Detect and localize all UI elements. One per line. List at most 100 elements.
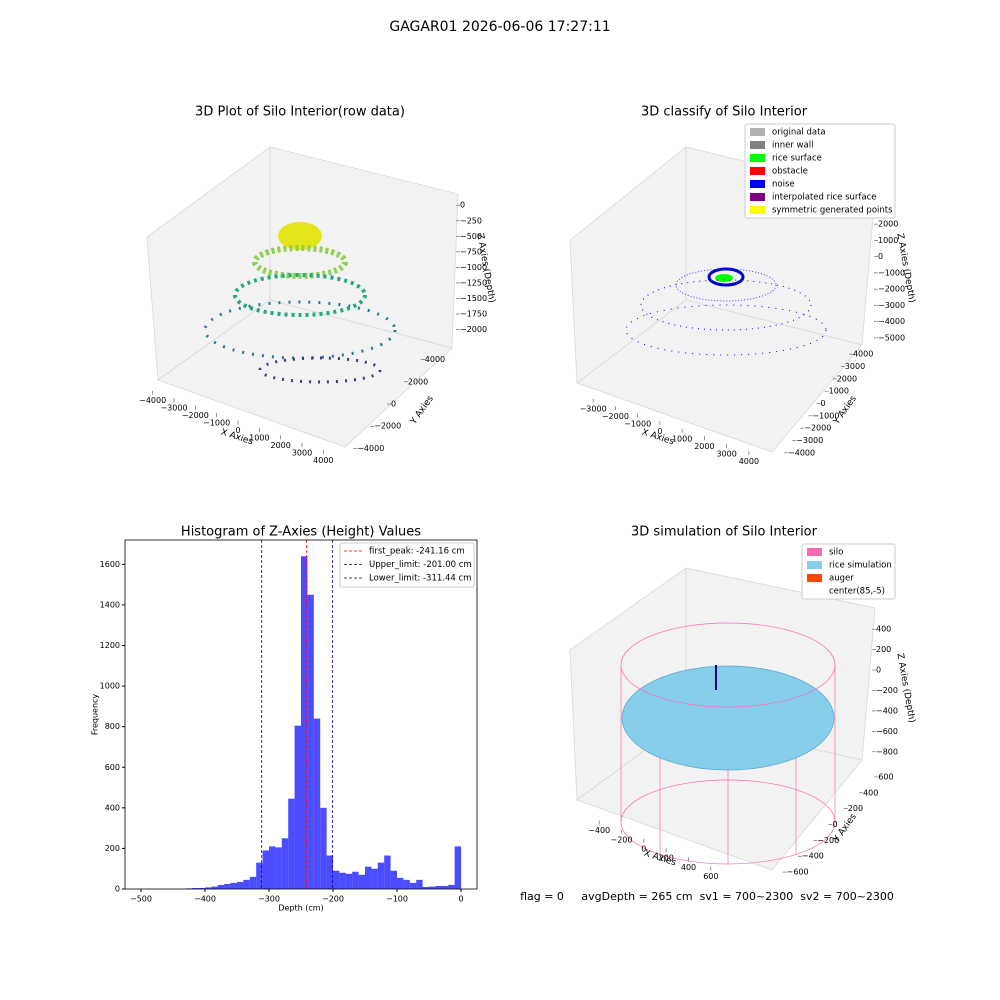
chart-title: 3D Plot of Silo Interior(row data) [195,105,405,120]
y-tick-label: 3000 [845,362,865,371]
suptitle: GAGAR01 2026-06-06 17:27:11 [389,19,610,35]
bar [243,879,250,889]
z-tick-label: 1000 [878,236,898,245]
y-tick-label: −3000 [796,436,823,445]
x-tick-label: 4000 [313,456,333,465]
y-tick-label: −200 [817,836,839,845]
bar [192,887,199,889]
x-tick-label: 4000 [739,457,759,466]
bar [313,718,321,889]
z-tick-label: −800 [876,747,898,756]
x-tick-label: −400 [194,895,216,904]
bar [409,882,417,889]
bar [281,838,289,889]
legend-label: rice surface [772,154,822,164]
legend-box [801,543,896,600]
bar [352,871,359,889]
bar [275,847,282,889]
z-tick-label: −500 [460,232,482,241]
legend-box [744,123,896,219]
x-tick-label: −400 [588,826,610,835]
y-tick-label: 600 [105,763,120,772]
bar [429,886,436,889]
y-tick-label: 4000 [425,355,445,364]
y-tick-label: −4000 [357,444,384,453]
y-tick-label: −1000 [812,411,839,420]
legend-swatch [750,141,765,149]
z-tick-label: −1000 [878,268,905,277]
z-tick-label: 400 [876,625,891,634]
bar [301,556,308,889]
legend-label: original data [772,128,826,138]
cluster [278,222,322,250]
y-tick-label: 1000 [829,387,849,396]
y-tick-label: −2000 [374,422,401,431]
legend-swatch [750,180,765,188]
cluster [252,245,348,279]
legend-label: obstacle [772,167,808,177]
bar [403,879,410,889]
legend-label: first_peak: -241.16 cm [369,547,465,557]
y-tick-label: 2000 [837,374,857,383]
x-tick-label: −100 [386,895,408,904]
y-axis-label: Frequency [91,694,100,736]
cluster [258,356,382,384]
legend-label: Upper_limit: -201.00 cm [369,560,472,570]
x-tick-label: −500 [130,895,152,904]
bar [307,594,314,889]
bar [448,884,455,889]
annotation: flag = 0 avgDepth = 265 cm sv1 = 700~230… [520,890,894,903]
z-tick-label: −600 [876,727,898,736]
bar [358,874,365,889]
x-tick-label: −3000 [580,404,607,413]
legend-box [339,542,475,588]
legend-label: symmetric generated points [772,206,893,216]
legend-label: noise [772,180,795,190]
bar [416,879,423,889]
legend-label: rice simulation [829,561,892,571]
y-tick-label: 1000 [100,682,120,691]
bar [371,868,378,889]
x-tick-label: 1000 [249,433,269,442]
bar [397,877,404,889]
y-tick-label: 600 [878,772,893,781]
z-tick-label: −1000 [460,263,487,272]
bar [454,846,461,889]
bar [345,873,353,889]
bar [326,855,333,889]
bar [441,885,449,889]
pane [157,299,453,448]
plot-frame [124,539,478,890]
x-tick-label: 600 [703,872,718,881]
y-tick-label: 4000 [853,350,873,359]
legend-label: center(85,-5) [829,587,885,597]
y-tick-label: 0 [391,400,396,409]
scatter-decoration [203,222,827,384]
chart-title: 3D classify of Silo Interior [641,105,808,120]
x-tick-label: 200 [659,854,674,863]
bar [205,887,212,889]
bar [422,886,429,889]
z-tick-label: −400 [876,706,898,715]
bar [390,870,397,889]
cluster [675,268,777,302]
legend-label: interpolated rice surface [772,193,877,203]
bar [333,870,340,889]
bar [198,887,205,889]
x-tick-label: −2000 [182,411,209,420]
y-tick-label: −4000 [788,448,815,457]
silo-decoration [620,622,836,865]
legend-swatch [807,574,822,582]
bar [288,798,295,889]
y-axis-label: Y Axies [408,394,436,427]
bar [339,872,346,889]
x-axis-label: Depth (cm) [278,904,323,913]
pane [576,299,863,453]
x-tick-label: −200 [322,895,344,904]
y-tick-label: 200 [105,844,120,853]
cluster [203,300,397,360]
z-tick-label: 200 [876,645,891,654]
z-tick-label: 0 [876,666,881,675]
cluster [640,279,812,331]
bar [217,884,225,889]
